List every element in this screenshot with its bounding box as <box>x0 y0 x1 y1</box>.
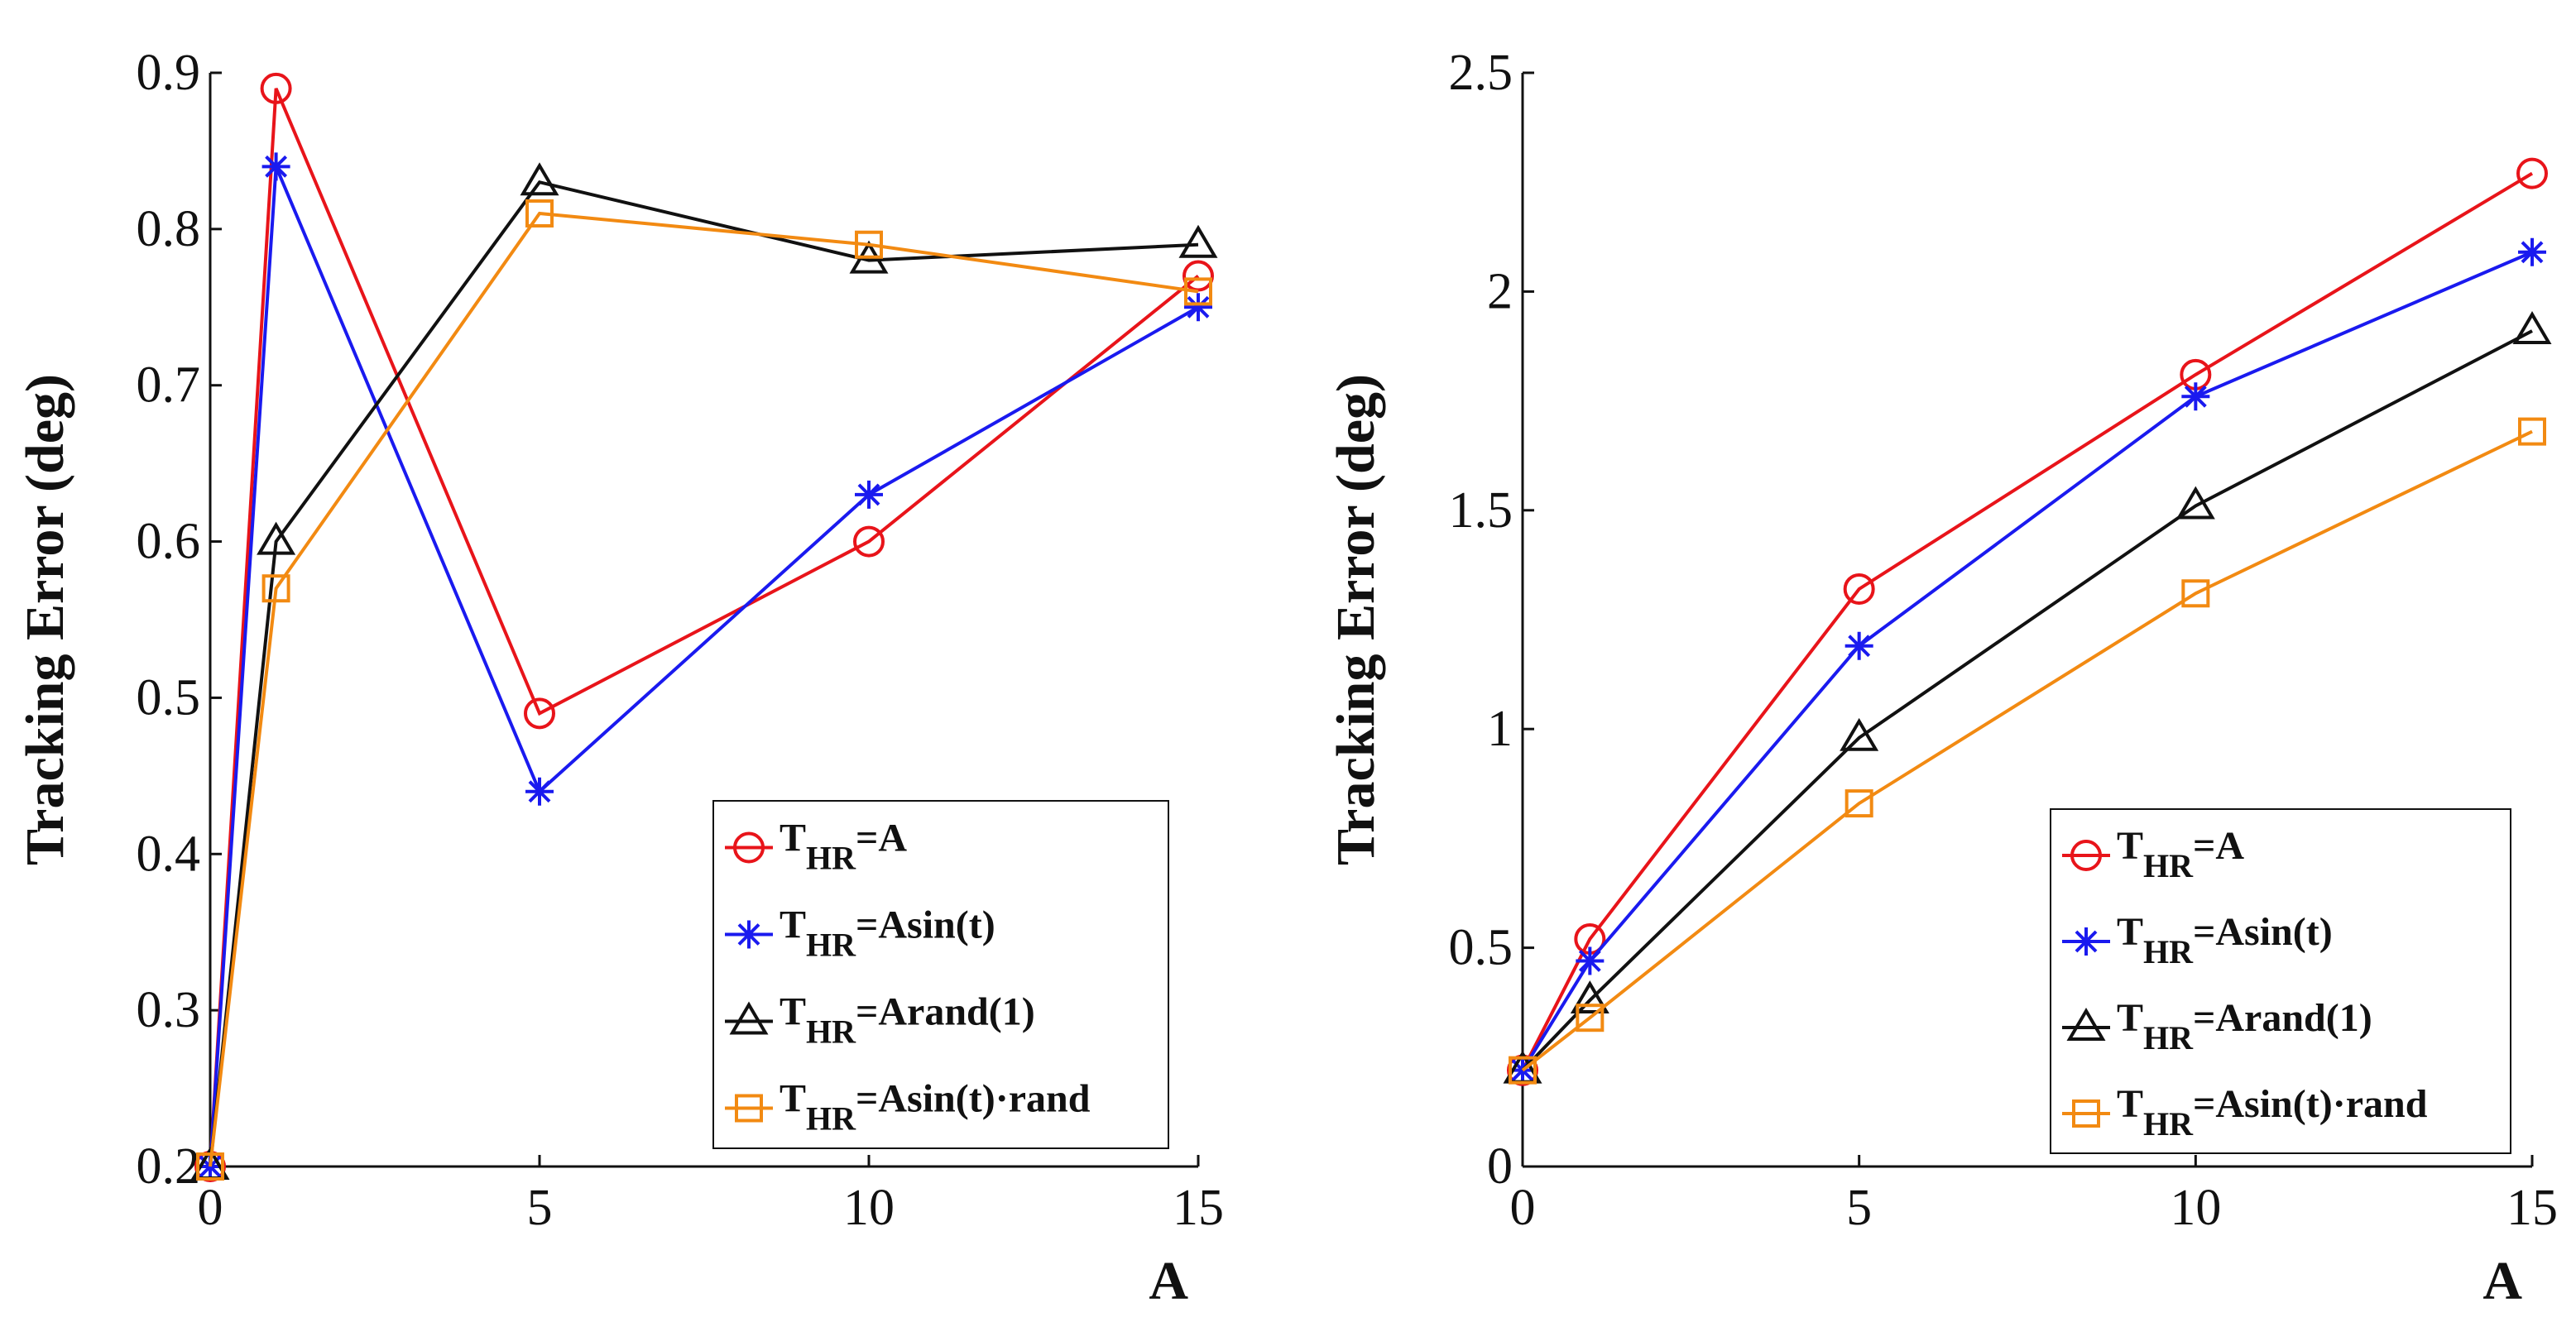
legend: THR=A THR=Asin(t) THR=Arand(1) THR=Asin(t)·… <box>2050 808 2511 1154</box>
data-point <box>855 480 883 509</box>
data-point <box>2175 486 2215 520</box>
series-4 <box>196 199 1212 1181</box>
data-point <box>2516 157 2548 189</box>
legend-item: THR=Asin(t) <box>725 903 995 964</box>
data-point <box>1840 717 1879 751</box>
series-1 <box>1507 157 2548 1086</box>
x-axis-label: A <box>2482 1251 2522 1311</box>
series-line <box>1521 171 2534 1071</box>
data-point <box>525 199 554 228</box>
data-point <box>2518 417 2546 446</box>
legend-label: THR=A <box>780 817 907 877</box>
legend-label: THR=Asin(t)·rand <box>780 1077 1091 1138</box>
y-tick-label: 0.9 <box>137 45 201 101</box>
legend-item: THR=A <box>2062 824 2244 884</box>
legend-label: THR=A <box>2117 824 2244 884</box>
data-point <box>261 574 290 603</box>
data-point <box>1184 293 1212 322</box>
data-point <box>1184 277 1212 306</box>
y-tick-label: 0.7 <box>137 357 201 414</box>
x-tick-label: 15 <box>2506 1180 2558 1236</box>
y-tick-label: 0.8 <box>137 201 201 257</box>
series-line <box>209 180 1199 1167</box>
y-tick-label: 0.6 <box>137 514 201 570</box>
data-point <box>855 230 883 259</box>
y-tick-label: 1 <box>1487 701 1513 757</box>
legend-label: THR=Asin(t) <box>780 903 995 964</box>
legend-item: THR=A <box>725 817 907 877</box>
legend-marker <box>2072 1099 2100 1128</box>
y-tick-label: 0.3 <box>137 982 201 1038</box>
legend-label: THR=Asin(t)·rand <box>2117 1082 2428 1143</box>
data-point <box>260 72 292 104</box>
data-point <box>2518 237 2546 266</box>
y-tick-label: 2 <box>1487 263 1513 319</box>
data-point <box>261 152 290 181</box>
x-axis-label: A <box>1149 1251 1188 1311</box>
data-point <box>1844 789 1873 818</box>
legend-marker <box>729 1001 769 1035</box>
x-tick-label: 5 <box>1846 1180 1872 1236</box>
legend-item: THR=Arand(1) <box>725 990 1035 1051</box>
legend-marker <box>2066 1008 2106 1041</box>
legend-item: THR=Asin(t)·rand <box>2062 1082 2428 1143</box>
data-point <box>1509 1056 1537 1085</box>
x-tick-label: 10 <box>2170 1180 2221 1236</box>
series-line <box>209 88 1200 1167</box>
y-tick-label: 0.5 <box>1449 920 1513 976</box>
legend-box <box>712 800 1169 1149</box>
legend-label: THR=Arand(1) <box>780 990 1035 1051</box>
y-tick-label: 0.5 <box>137 669 201 726</box>
data-point <box>2181 579 2210 608</box>
legend-marker <box>2070 840 2102 871</box>
series-line <box>1521 429 2533 1072</box>
legend-marker <box>735 1094 763 1123</box>
y-axis-label: Tracking Error (deg) <box>1326 374 1386 865</box>
data-point <box>1570 980 1609 1014</box>
data-point <box>1844 631 1873 660</box>
data-point <box>2512 311 2552 344</box>
legend-marker <box>735 920 763 949</box>
legend-label: THR=Asin(t) <box>2117 910 2333 970</box>
data-point <box>1843 572 1875 605</box>
y-tick-label: 0.4 <box>137 826 201 882</box>
series-line <box>1521 329 2533 1072</box>
data-point <box>1576 946 1605 975</box>
x-tick-label: 0 <box>198 1180 223 1236</box>
legend-label: THR=Arand(1) <box>2117 996 2372 1056</box>
data-point <box>196 1152 224 1181</box>
y-axis-label: Tracking Error (deg) <box>15 374 75 865</box>
x-tick-label: 5 <box>527 1180 553 1236</box>
legend-marker <box>733 831 765 864</box>
data-point <box>257 521 296 555</box>
data-point <box>524 697 555 730</box>
data-point <box>520 162 559 196</box>
data-point <box>853 525 885 558</box>
data-point <box>525 777 554 806</box>
x-tick-label: 0 <box>1510 1180 1536 1236</box>
data-point <box>1178 224 1218 258</box>
x-tick-label: 15 <box>1173 1180 1224 1236</box>
y-tick-label: 1.5 <box>1449 482 1513 539</box>
series-line <box>209 211 1199 1167</box>
data-point <box>1576 1004 1605 1032</box>
chart-2: 0 0.5 1 1.5 2 2.5 0 5 10 15 A Tracking Error (deg) T… <box>1326 45 2558 1311</box>
legend: THR=A THR=Asin(t) THR=Arand(1) THR=Asin(t)·… <box>712 800 1169 1149</box>
legend-item: THR=Asin(t) <box>2062 910 2333 970</box>
legend-marker <box>2072 927 2100 956</box>
y-tick-label: 0.2 <box>137 1138 201 1195</box>
y-tick-label: 2.5 <box>1449 45 1513 101</box>
data-point <box>2181 382 2210 411</box>
series-4 <box>1509 417 2546 1085</box>
y-tick-label: 0 <box>1487 1138 1513 1195</box>
legend-item: THR=Asin(t)·rand <box>725 1077 1091 1138</box>
x-tick-label: 10 <box>843 1180 895 1236</box>
legend-item: THR=Arand(1) <box>2062 996 2372 1056</box>
legend-box <box>2050 808 2511 1154</box>
chart-1: 0.2 0.3 0.4 0.5 0.6 0.7 0.8 0.9 0 5 10 15 A Tracking … <box>15 45 1224 1311</box>
